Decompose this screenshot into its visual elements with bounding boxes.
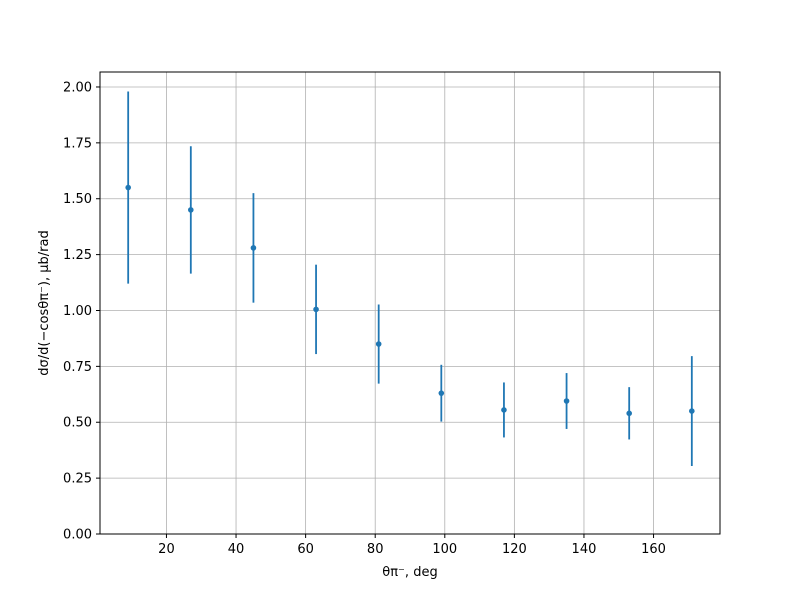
data-point (313, 306, 319, 313)
axes-frame (99, 71, 721, 535)
y-tick-label: 1.25 (63, 248, 92, 263)
data-point (626, 410, 632, 417)
x-tick-label: 60 (297, 542, 314, 557)
x-tick-label: 120 (502, 542, 527, 557)
data-point (689, 408, 695, 414)
y-tick-label: 2.00 (63, 80, 92, 95)
plot-area (100, 72, 720, 534)
data-point (438, 390, 445, 396)
data-point (563, 398, 570, 404)
x-tick-label: 100 (432, 542, 457, 557)
x-tick-label: 20 (158, 542, 175, 557)
y-tick-label: 1.75 (63, 136, 92, 151)
data-point (188, 207, 194, 213)
y-tick-label: 0.00 (63, 528, 92, 543)
y-tick-label: 1.50 (63, 192, 92, 207)
x-axis-label: θπ⁻, deg (382, 565, 437, 580)
x-tick-label: 140 (572, 542, 597, 557)
data-point (501, 407, 507, 413)
y-tick-label: 1.00 (63, 304, 92, 319)
y-axis-label: dσ/d(−cosθπ⁻), μb/rad (37, 230, 52, 375)
x-tick-label: 80 (367, 542, 384, 557)
y-tick-label: 0.75 (63, 360, 92, 375)
x-tick-label: 160 (641, 542, 666, 557)
x-tick-label: 40 (228, 542, 245, 557)
y-tick-label: 0.50 (63, 416, 92, 431)
data-point (375, 341, 382, 347)
data-point (125, 184, 131, 191)
y-tick-label: 0.25 (63, 472, 92, 487)
data-point (250, 245, 257, 251)
